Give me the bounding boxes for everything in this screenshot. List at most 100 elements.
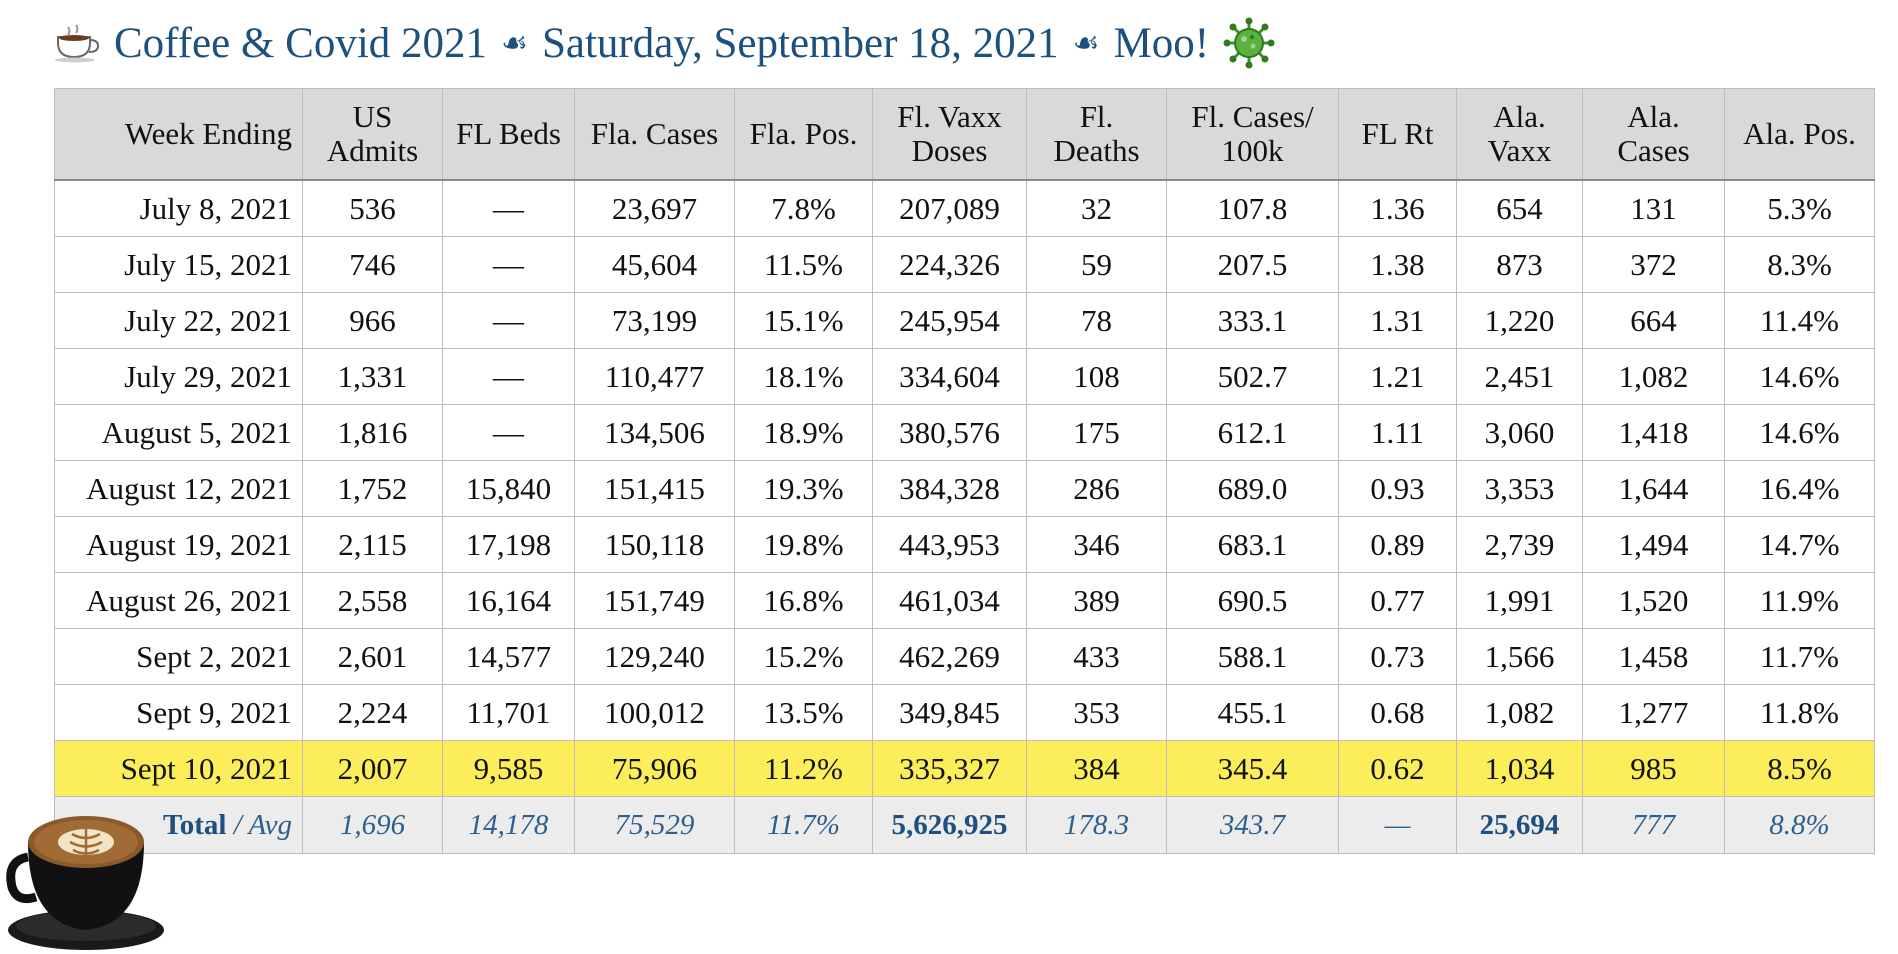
column-header: Fla. Cases [574,88,735,181]
table-cell: 11,701 [442,684,575,741]
table-cell: 14.6% [1724,348,1875,405]
table-footer-row: Total / Avg 1,696 14,178 75,529 11.7% 5,626,… [54,796,1875,854]
total-slash: / [226,808,249,841]
fleuron-separator: ☙ [501,26,528,60]
week-ending-cell: Sept 10, 2021 [54,740,303,797]
page-title: Coffee & Covid 2021 ☙ Saturday, Septembe… [54,10,1275,76]
table-cell: 1,752 [302,460,443,517]
table-cell: 15,840 [442,460,575,517]
table-cell: 3,353 [1456,460,1583,517]
table-cell: 1,991 [1456,572,1583,629]
table-cell: 372 [1582,236,1725,293]
table-cell: 3,060 [1456,404,1583,461]
table-cell: 1,816 [302,404,443,461]
table-cell: 380,576 [872,404,1027,461]
column-header: Fla. Pos. [734,88,873,181]
week-ending-cell: July 29, 2021 [54,348,303,405]
table-cell: — [442,236,575,293]
table-cell: 134,506 [574,404,735,461]
table-row: August 19, 2021 2,115 17,198 150,118 19.8% 44… [54,516,1875,573]
column-header: Week Ending [54,88,303,181]
table-cell: 19.8% [734,516,873,573]
column-header: Fl. Deaths [1026,88,1167,181]
table-cell: 11.8% [1724,684,1875,741]
table-cell: 1,082 [1456,684,1583,741]
table-cell: — [442,404,575,461]
table-cell: 19.3% [734,460,873,517]
table-cell: 175 [1026,404,1167,461]
table-cell: 1,494 [1582,516,1725,573]
table-cell: 8.5% [1724,740,1875,797]
total-label: Total [163,808,227,841]
table-row: July 15, 2021 746—45,604 11.5% 224,326 59 207… [54,236,1875,293]
table-cell: 14,577 [442,628,575,685]
title-date: Saturday, September 18, 2021 [541,19,1059,67]
footer-cell: 14,178 [442,796,575,854]
table-cell: 346 [1026,516,1167,573]
table-cell: 150,118 [574,516,735,573]
column-header: US Admits [302,88,443,181]
table-cell: 2,601 [302,628,443,685]
table-cell: 384 [1026,740,1167,797]
table-cell: 16.4% [1724,460,1875,517]
table-cell: 224,326 [872,236,1027,293]
table-cell: 462,269 [872,628,1027,685]
column-header: FL Beds [442,88,575,181]
table-cell: 1,520 [1582,572,1725,629]
table-row: August 12, 2021 1,752 15,840 151,415 19.3% 38… [54,460,1875,517]
footer-cell: 178.3 [1026,796,1167,854]
week-ending-cell: Sept 2, 2021 [54,628,303,685]
title-tagline: Moo! [1113,19,1210,67]
footer-cell: 1,696 [302,796,443,854]
table-cell: 59 [1026,236,1167,293]
table-cell: 15.2% [734,628,873,685]
table-cell: — [442,292,575,349]
column-header: FL Rt [1338,88,1457,181]
table-cell: 654 [1456,179,1583,237]
table-cell: 2,115 [302,516,443,573]
table-cell: 664 [1582,292,1725,349]
table-cell: 1,220 [1456,292,1583,349]
table-cell: 151,749 [574,572,735,629]
latte-cup-icon [6,816,164,950]
table-cell: — [442,179,575,237]
table-body: July 8, 2021 536—23,697 7.8% 207,089 32 107.8… [54,179,1875,797]
column-header: Ala. Cases [1582,88,1725,181]
footer-cell: 11.7% [734,796,873,854]
table-cell: 455.1 [1166,684,1339,741]
table-cell: 1.31 [1338,292,1457,349]
table-cell: 11.9% [1724,572,1875,629]
table-cell: 0.89 [1338,516,1457,573]
table-cell: 131 [1582,179,1725,237]
table-cell: 433 [1026,628,1167,685]
table-row: August 26, 2021 2,558 16,164 151,749 16.8% 46… [54,572,1875,629]
footer-cell: 777 [1582,796,1725,854]
table-row: July 8, 2021 536—23,697 7.8% 207,089 32 107.8… [54,179,1875,237]
table-row: August 5, 2021 1,816—134,506 18.9% 380,576 1… [54,404,1875,461]
week-ending-cell: July 15, 2021 [54,236,303,293]
table-cell: 286 [1026,460,1167,517]
table-cell: 32 [1026,179,1167,237]
table-cell: 345.4 [1166,740,1339,797]
table-cell: 0.62 [1338,740,1457,797]
table-cell: 11.7% [1724,628,1875,685]
table-cell: 873 [1456,236,1583,293]
column-header: Fl. Cases/ 100k [1166,88,1339,181]
table-cell: 1.38 [1338,236,1457,293]
table-cell: 1,082 [1582,348,1725,405]
column-header: Ala. Pos. [1724,88,1875,181]
table-cell: 0.73 [1338,628,1457,685]
table-cell: 334,604 [872,348,1027,405]
table-row: Sept 2, 2021 2,601 14,577 129,240 15.2% 462,2… [54,628,1875,685]
table-row: Sept 9, 2021 2,224 11,701 100,012 13.5% 349,8… [54,684,1875,741]
table-cell: 588.1 [1166,628,1339,685]
table-cell: 17,198 [442,516,575,573]
table-cell: 333.1 [1166,292,1339,349]
table-cell: 75,906 [574,740,735,797]
table-cell: 1.11 [1338,404,1457,461]
table-cell: 9,585 [442,740,575,797]
virus-icon [1223,17,1275,69]
table-cell: 389 [1026,572,1167,629]
table-cell: 107.8 [1166,179,1339,237]
table-cell: 1,458 [1582,628,1725,685]
